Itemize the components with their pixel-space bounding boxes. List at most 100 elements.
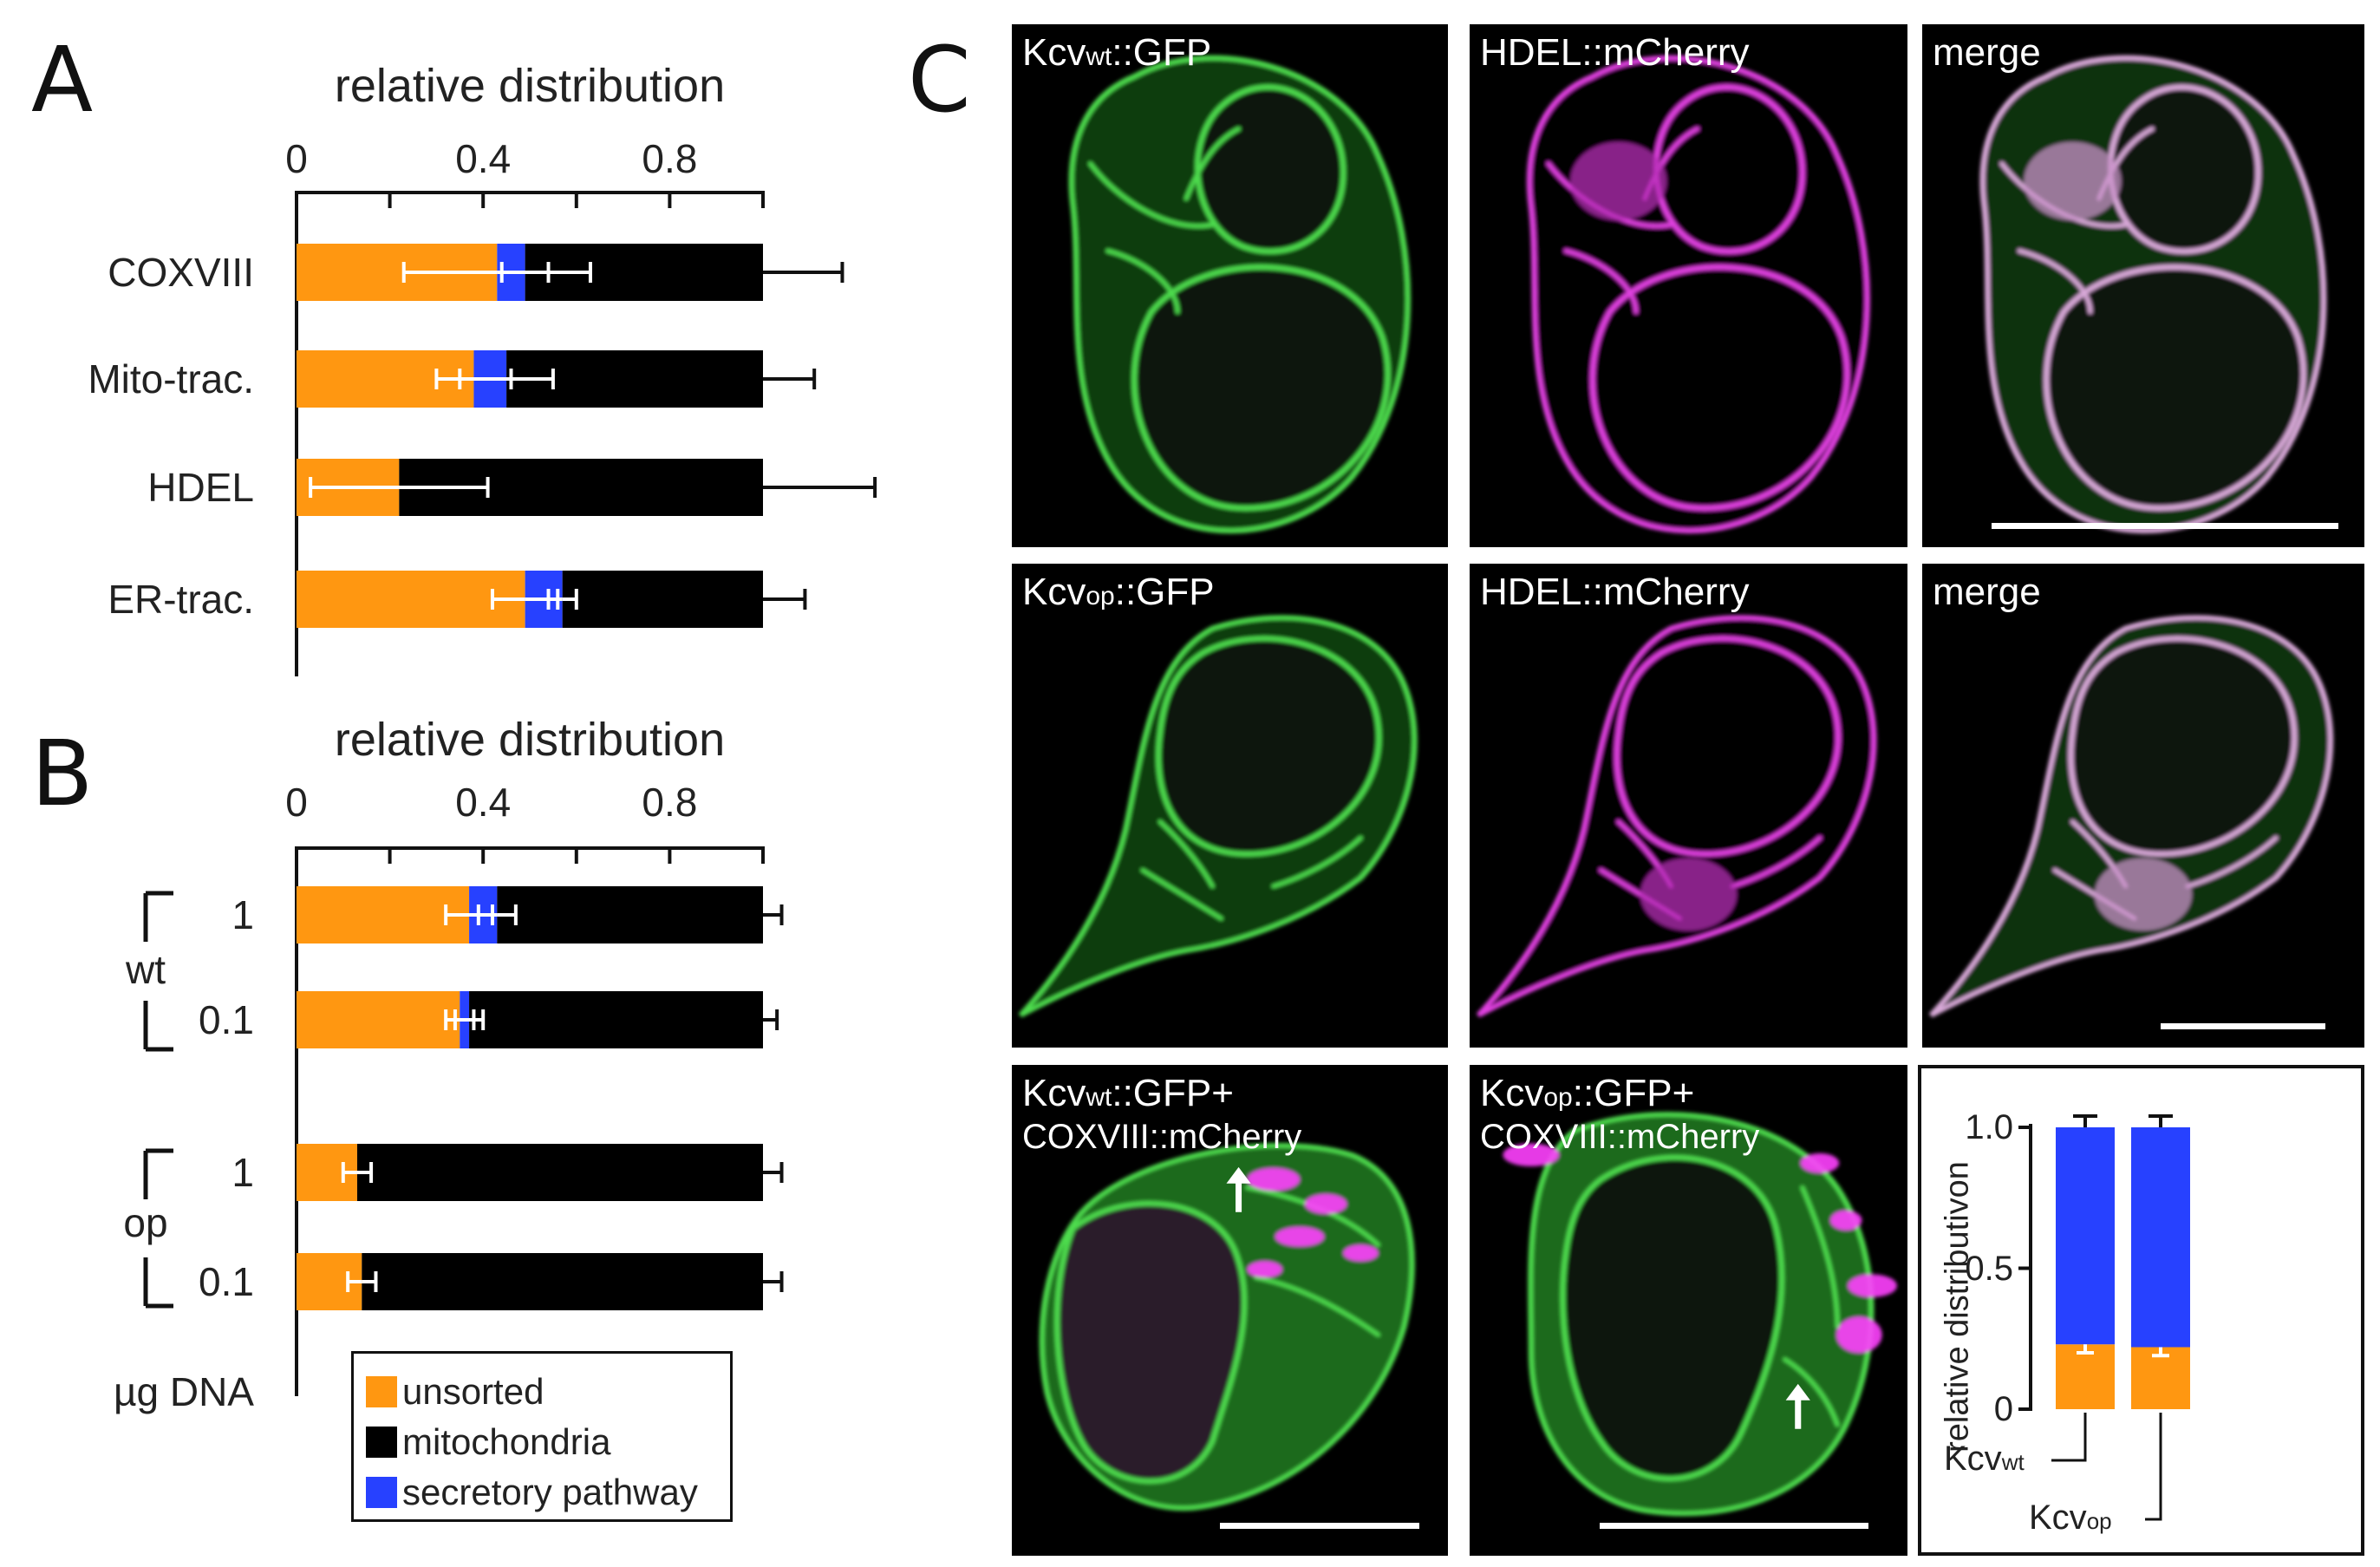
reticulum bbox=[1088, 127, 1242, 315]
label-rest: ::GFP+ bbox=[1572, 1072, 1695, 1114]
chart-b-title: relative distribution bbox=[334, 714, 726, 766]
label-rest: ::GFP bbox=[1114, 571, 1215, 613]
bar-unsorted-3 bbox=[297, 571, 525, 628]
scale-bar bbox=[2161, 1023, 2325, 1029]
inset-y-axis-label: relative distributivon bbox=[1939, 1161, 1976, 1453]
chart-a-title: relative distribution bbox=[334, 60, 726, 112]
cell bbox=[1979, 55, 2327, 534]
inset-category-main: Kcv bbox=[2029, 1498, 2087, 1537]
nucleus-1 bbox=[1131, 264, 1391, 511]
nucleus-0 bbox=[1156, 636, 1382, 857]
mito-spot-3 bbox=[1343, 1244, 1379, 1262]
inset-chart: 0 0.5 1.0 Kcvwt Kcvop relative distributivon bbox=[1918, 1065, 2364, 1556]
mito-spot-1 bbox=[1305, 1194, 1347, 1214]
micrograph-image bbox=[1476, 615, 1877, 1018]
micrograph-image bbox=[1018, 615, 1418, 1018]
label-main: Kcv bbox=[1022, 571, 1086, 613]
cell bbox=[1068, 55, 1412, 534]
x-tick-label: 0.8 bbox=[642, 136, 698, 181]
micrograph-label: HDEL::mCherry bbox=[1480, 571, 1750, 613]
label-main: Kcv bbox=[1022, 31, 1086, 74]
row-label-2: HDEL bbox=[147, 465, 254, 510]
row-label-1: Mito-trac. bbox=[88, 356, 254, 402]
arrow-head bbox=[1785, 1383, 1810, 1401]
mito-spot-2 bbox=[1275, 1226, 1325, 1247]
cell bbox=[1928, 615, 2334, 1018]
legend-label-unsorted: unsorted bbox=[402, 1371, 544, 1412]
inset-svg bbox=[2018, 1114, 2190, 1521]
x-tick-label: 0.8 bbox=[642, 780, 698, 825]
nucleus-0 bbox=[2108, 84, 2261, 254]
x-tick-label: 0 bbox=[285, 136, 308, 181]
mito-spot-0 bbox=[1848, 1274, 1897, 1297]
row-label-0: COXVIII bbox=[108, 250, 254, 295]
micrograph-label: merge bbox=[1933, 571, 2041, 613]
x-tick-label: 0 bbox=[285, 780, 308, 825]
inset-category-label-1: Kcvop bbox=[2029, 1500, 2112, 1535]
inset-y-tick-label: 0.5 bbox=[1965, 1249, 2013, 1288]
micrograph-label: Kcvop::GFP bbox=[1022, 571, 1215, 613]
label-sub: wt bbox=[1086, 1083, 1112, 1112]
inset-bar-secretory-pathway-1 bbox=[2131, 1127, 2190, 1348]
legend-label-secretory: secretory pathway bbox=[402, 1472, 698, 1512]
micrograph-label: Kcvwt::GFP bbox=[1022, 31, 1211, 74]
inset-category-label-0: Kcvwt bbox=[1944, 1441, 2025, 1476]
scale-bar bbox=[1600, 1523, 1868, 1529]
micrograph-op-cox: Kcvop::GFP+ COXVIII::mCherry bbox=[1470, 1065, 1907, 1556]
cell bbox=[1526, 55, 1870, 534]
label-main: merge bbox=[1933, 571, 2041, 613]
panel-letter-c: C bbox=[908, 27, 971, 133]
bar-mitochondria-2 bbox=[356, 1144, 763, 1201]
x-tick-label: 0.4 bbox=[455, 136, 512, 181]
perinuclear-cluster bbox=[1640, 858, 1738, 931]
micrograph-wt-cox: Kcvwt::GFP+ COXVIII::mCherry bbox=[1012, 1065, 1448, 1556]
nucleus-0 bbox=[1054, 1201, 1248, 1484]
legend-swatch-mitochondria bbox=[366, 1427, 397, 1458]
nucleus-0 bbox=[1195, 84, 1346, 254]
arrow-head bbox=[1226, 1166, 1251, 1184]
nucleus-0 bbox=[1560, 1154, 1785, 1481]
mito-spot-4 bbox=[1503, 1143, 1560, 1166]
x-tick-label: 0.4 bbox=[455, 780, 512, 825]
mito-spot-2 bbox=[1830, 1210, 1862, 1231]
panel-letter-b: B bbox=[31, 721, 94, 826]
micrograph-label: HDEL::mCherry bbox=[1480, 31, 1750, 74]
row-label-2: 1 bbox=[231, 1150, 254, 1195]
label-rest: ::GFP+ bbox=[1112, 1072, 1234, 1114]
row-label-3: 0.1 bbox=[199, 1259, 254, 1304]
label-rest: ::GFP bbox=[1112, 31, 1212, 74]
micrograph-wt-hdel: HDEL::mCherry bbox=[1470, 24, 1907, 547]
label-line2: COXVIII::mCherry bbox=[1022, 1118, 1302, 1157]
mito-spot-4 bbox=[1247, 1261, 1282, 1278]
label-line2: COXVIII::mCherry bbox=[1480, 1118, 1760, 1157]
legend-label-mitochondria: mitochondria bbox=[402, 1421, 611, 1462]
micrograph-op-merge: merge bbox=[1922, 564, 2364, 1048]
legend-item-mitochondria: mitochondria bbox=[366, 1421, 610, 1463]
micrograph-wt-gfp: Kcvwt::GFP bbox=[1012, 24, 1448, 547]
bar-mitochondria-3 bbox=[362, 1253, 763, 1310]
inset-leader-1 bbox=[2145, 1413, 2162, 1521]
perinuclear-cluster bbox=[2024, 141, 2122, 221]
label-sub: op bbox=[1543, 1083, 1573, 1112]
panel-letter-a: A bbox=[31, 27, 94, 133]
micrograph-label: merge bbox=[1933, 31, 2041, 74]
scale-bar bbox=[1992, 523, 2338, 529]
row-label-3: ER-trac. bbox=[108, 577, 254, 622]
nucleus-0 bbox=[1653, 84, 1805, 254]
legend-item-unsorted: unsorted bbox=[366, 1371, 544, 1413]
legend-swatch-unsorted bbox=[366, 1376, 397, 1407]
micrograph-image bbox=[1526, 55, 1870, 534]
inset-category-sub: wt bbox=[2001, 1449, 2025, 1475]
micrograph-image bbox=[1928, 615, 2334, 1018]
legend-item-secretory: secretory pathway bbox=[366, 1472, 698, 1513]
nucleus-1 bbox=[1589, 264, 1850, 511]
label-main: HDEL::mCherry bbox=[1480, 31, 1750, 74]
cell bbox=[1018, 615, 1418, 1018]
micrograph-image bbox=[1503, 1112, 1897, 1517]
micrograph-wt-merge: merge bbox=[1922, 24, 2364, 547]
reticulum bbox=[1140, 819, 1363, 921]
